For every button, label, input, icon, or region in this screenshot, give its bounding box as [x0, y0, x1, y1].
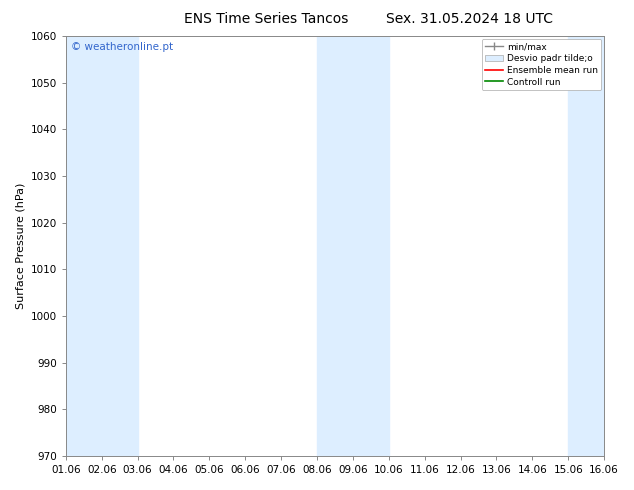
Y-axis label: Surface Pressure (hPa): Surface Pressure (hPa) — [15, 183, 25, 309]
Bar — [568, 36, 604, 456]
Bar — [353, 36, 389, 456]
Text: Sex. 31.05.2024 18 UTC: Sex. 31.05.2024 18 UTC — [385, 12, 553, 26]
Bar — [66, 36, 101, 456]
Text: ENS Time Series Tancos: ENS Time Series Tancos — [184, 12, 349, 26]
Legend: min/max, Desvio padr tilde;o, Ensemble mean run, Controll run: min/max, Desvio padr tilde;o, Ensemble m… — [482, 39, 602, 90]
Bar — [317, 36, 353, 456]
Bar — [101, 36, 138, 456]
Text: © weatheronline.pt: © weatheronline.pt — [71, 43, 173, 52]
